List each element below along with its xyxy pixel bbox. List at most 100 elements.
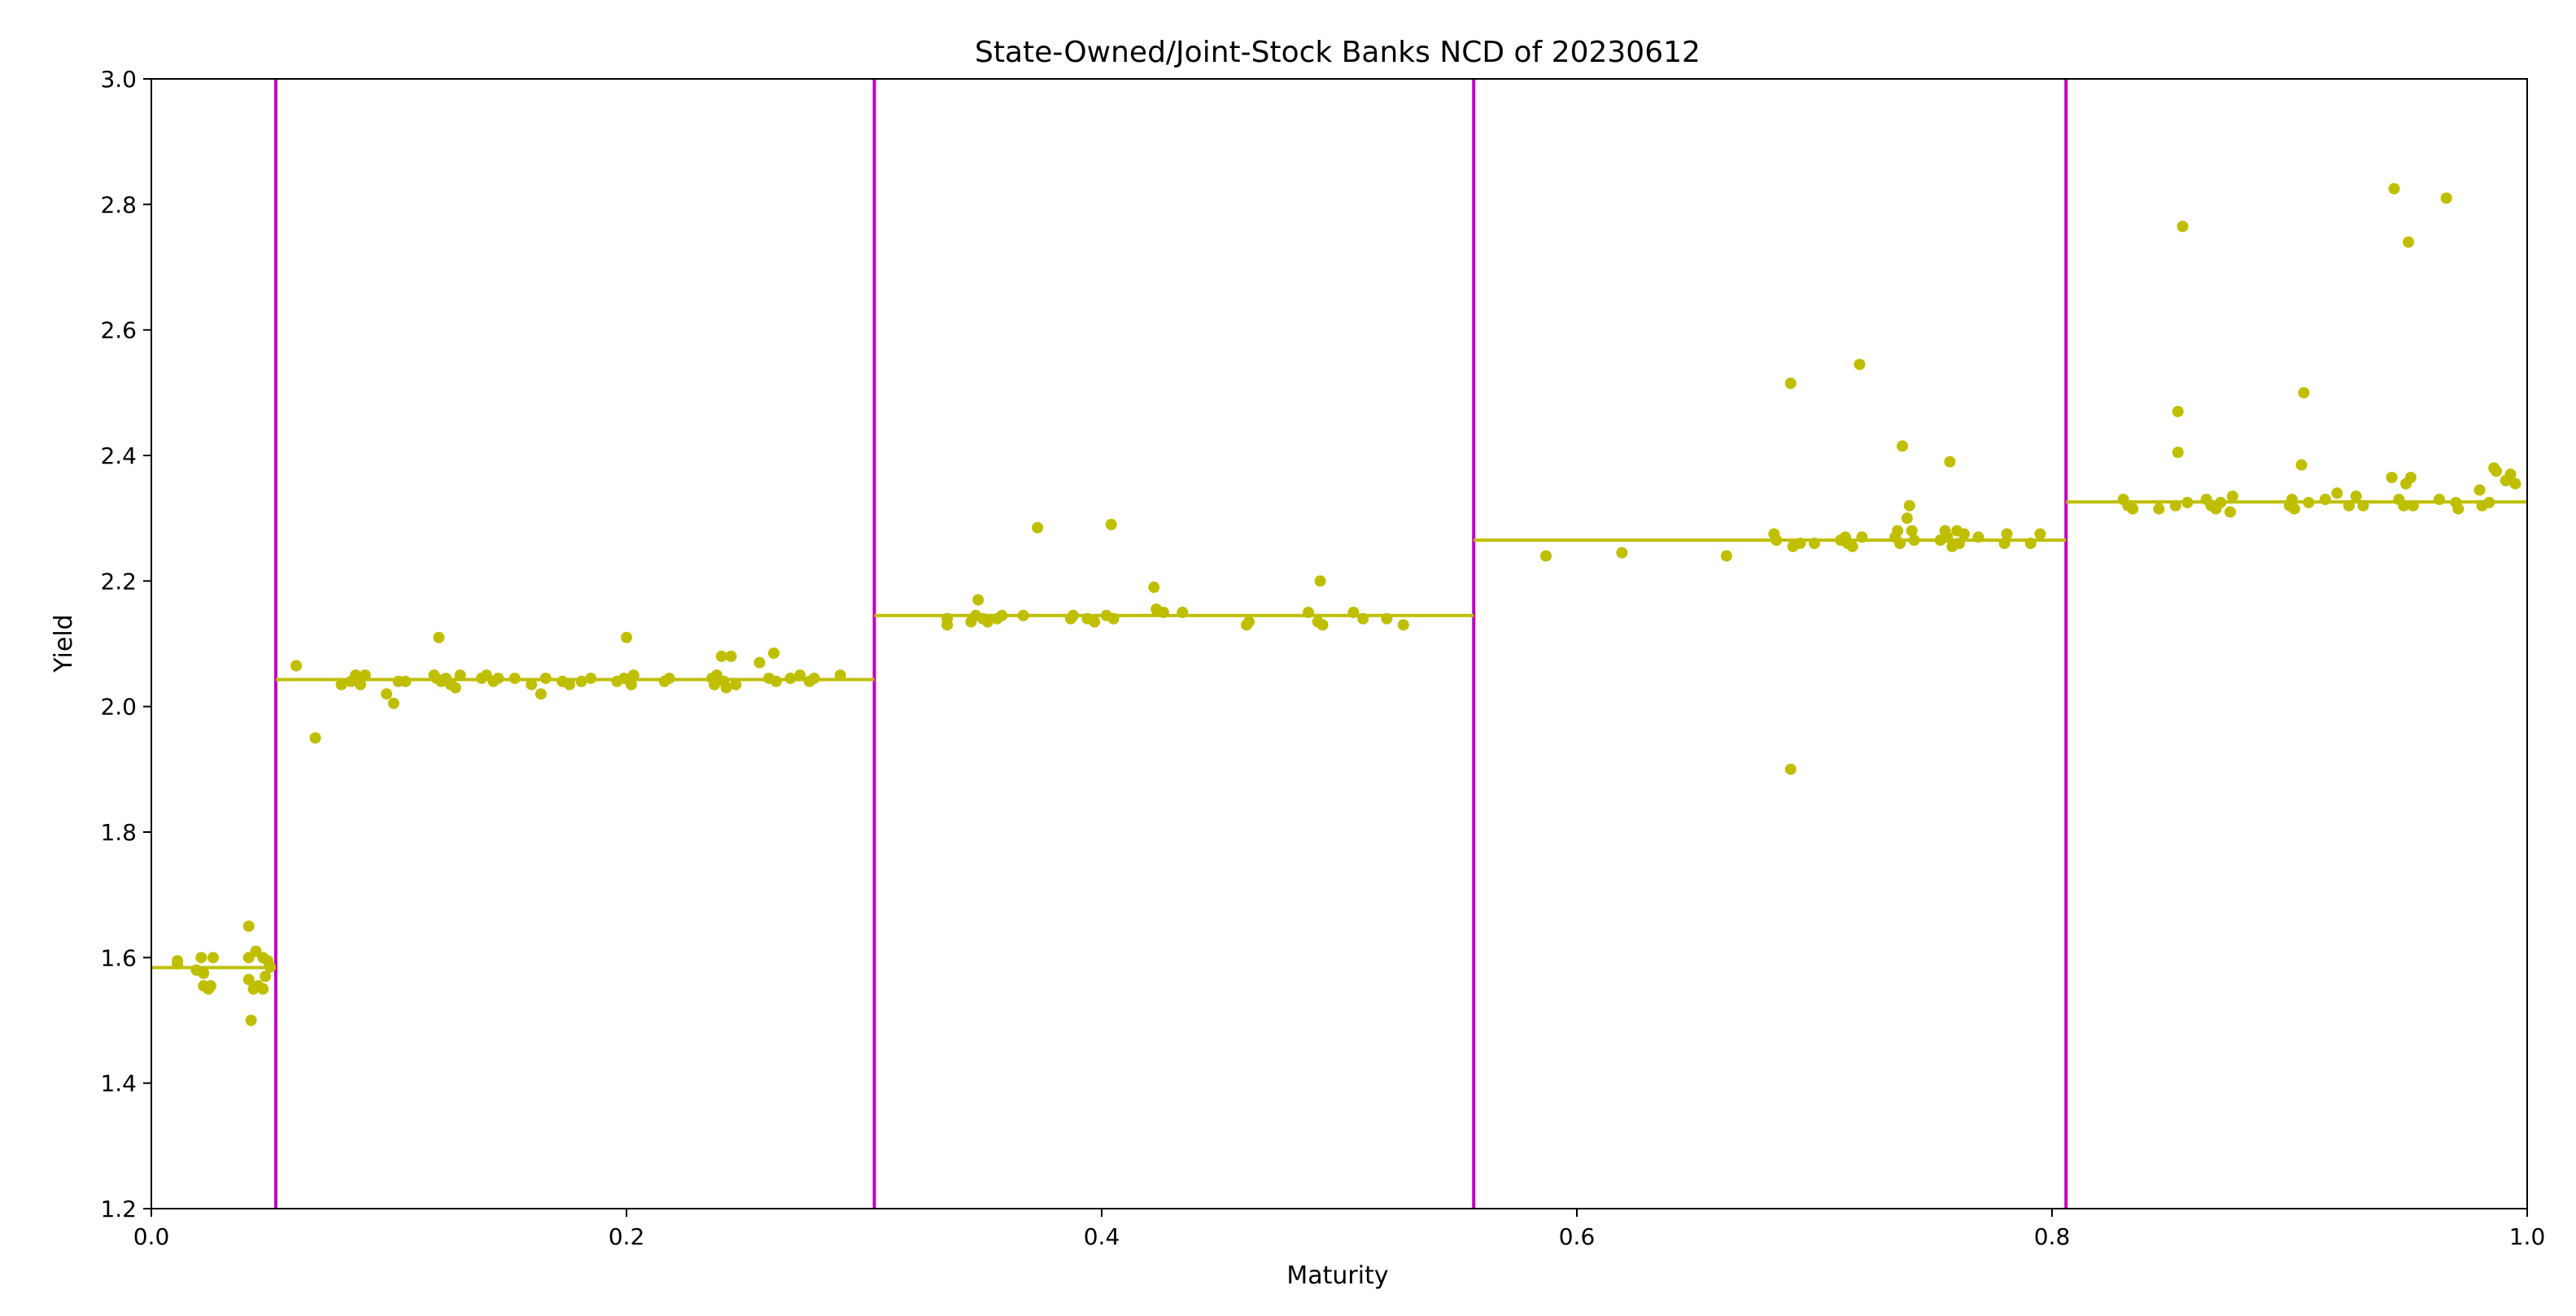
data-point bbox=[784, 672, 797, 684]
data-point bbox=[242, 974, 255, 986]
data-point bbox=[245, 1014, 257, 1026]
data-point bbox=[2226, 490, 2238, 503]
data-point bbox=[195, 952, 207, 964]
data-point bbox=[2504, 468, 2517, 481]
data-point bbox=[354, 678, 366, 691]
data-point bbox=[1314, 575, 1326, 587]
data-point bbox=[2440, 192, 2452, 204]
data-point bbox=[1809, 538, 1820, 550]
data-point bbox=[2483, 496, 2495, 508]
data-point bbox=[1770, 534, 1783, 547]
data-point bbox=[1616, 547, 1628, 559]
data-point bbox=[1107, 612, 1120, 625]
data-point bbox=[242, 920, 255, 932]
data-point bbox=[2343, 499, 2355, 512]
data-point bbox=[1148, 582, 1160, 594]
data-point bbox=[2452, 503, 2465, 515]
data-point bbox=[1017, 609, 1029, 621]
data-point bbox=[205, 980, 216, 992]
data-point bbox=[753, 656, 766, 669]
data-point bbox=[2225, 506, 2236, 518]
data-point bbox=[1903, 499, 1915, 512]
data-point bbox=[1720, 550, 1732, 562]
data-point bbox=[663, 672, 675, 684]
data-point bbox=[2473, 484, 2486, 496]
x-axis-label: Maturity bbox=[1286, 1262, 1388, 1290]
data-point bbox=[834, 669, 846, 682]
data-point bbox=[1032, 521, 1044, 534]
data-point bbox=[585, 672, 597, 684]
data-point bbox=[2172, 405, 2184, 417]
data-point bbox=[381, 688, 393, 700]
data-point bbox=[1998, 538, 2011, 550]
data-point bbox=[715, 650, 727, 662]
data-point bbox=[2153, 503, 2165, 515]
data-point bbox=[770, 675, 782, 687]
y-tick-label: 1.4 bbox=[100, 1070, 137, 1097]
data-point bbox=[2491, 465, 2503, 477]
data-point bbox=[2350, 490, 2362, 503]
data-point bbox=[1894, 538, 1906, 550]
data-point bbox=[996, 609, 1008, 621]
data-point bbox=[290, 660, 303, 672]
data-point bbox=[627, 669, 640, 682]
data-point bbox=[1794, 538, 1806, 550]
data-point bbox=[2357, 499, 2369, 512]
data-point bbox=[2388, 183, 2400, 195]
y-tick-label: 1.2 bbox=[100, 1196, 137, 1222]
data-point bbox=[625, 678, 637, 691]
data-point bbox=[2404, 472, 2417, 484]
data-point bbox=[730, 678, 742, 691]
data-point bbox=[172, 955, 184, 967]
y-tick-label: 2.0 bbox=[100, 694, 137, 721]
data-point bbox=[1177, 606, 1189, 618]
data-point bbox=[198, 967, 210, 979]
data-point bbox=[309, 732, 321, 744]
data-point bbox=[2407, 499, 2419, 512]
data-point bbox=[575, 675, 587, 687]
data-point bbox=[2001, 528, 2013, 540]
data-point bbox=[1906, 525, 1918, 537]
data-point bbox=[1856, 531, 1868, 543]
data-point bbox=[1784, 763, 1797, 775]
data-point bbox=[492, 672, 504, 684]
data-point bbox=[1303, 606, 1315, 618]
y-tick-label: 3.0 bbox=[100, 66, 137, 93]
data-point bbox=[2433, 494, 2445, 506]
data-point bbox=[1954, 538, 1966, 550]
data-point bbox=[2403, 236, 2414, 248]
data-point bbox=[2172, 447, 2184, 459]
data-point bbox=[1972, 531, 1984, 543]
data-point bbox=[350, 669, 362, 682]
data-point bbox=[387, 697, 399, 709]
data-point bbox=[535, 688, 547, 700]
y-axis: 1.2 1.4 1.6 1.8 2.0 2.2 2.4 2.6 2.8 3.0 bbox=[100, 66, 151, 1222]
data-point bbox=[1105, 518, 1117, 530]
data-point bbox=[1243, 616, 1255, 628]
data-point bbox=[2509, 477, 2521, 490]
data-point bbox=[1897, 440, 1909, 452]
data-point bbox=[972, 594, 985, 606]
data-point bbox=[2286, 494, 2298, 506]
data-point bbox=[2024, 538, 2037, 550]
data-point bbox=[1944, 455, 1956, 468]
data-point bbox=[1941, 531, 1954, 543]
x-tick-label: 0.8 bbox=[2034, 1223, 2071, 1250]
x-tick-label: 0.6 bbox=[1559, 1223, 1596, 1250]
data-point bbox=[709, 678, 721, 691]
data-point bbox=[264, 961, 276, 973]
y-tick-label: 2.2 bbox=[100, 568, 137, 595]
data-point bbox=[2331, 487, 2343, 499]
data-point bbox=[399, 675, 412, 687]
data-point bbox=[2215, 496, 2227, 508]
y-tick-label: 2.4 bbox=[100, 442, 137, 469]
data-point bbox=[2398, 499, 2410, 512]
data-point bbox=[1381, 612, 1393, 625]
data-point bbox=[2298, 386, 2310, 399]
data-point bbox=[2177, 220, 2189, 233]
data-point bbox=[725, 650, 737, 662]
data-point bbox=[1784, 377, 1797, 390]
chart-title: State-Owned/Joint-Stock Banks NCD of 202… bbox=[975, 36, 1701, 69]
